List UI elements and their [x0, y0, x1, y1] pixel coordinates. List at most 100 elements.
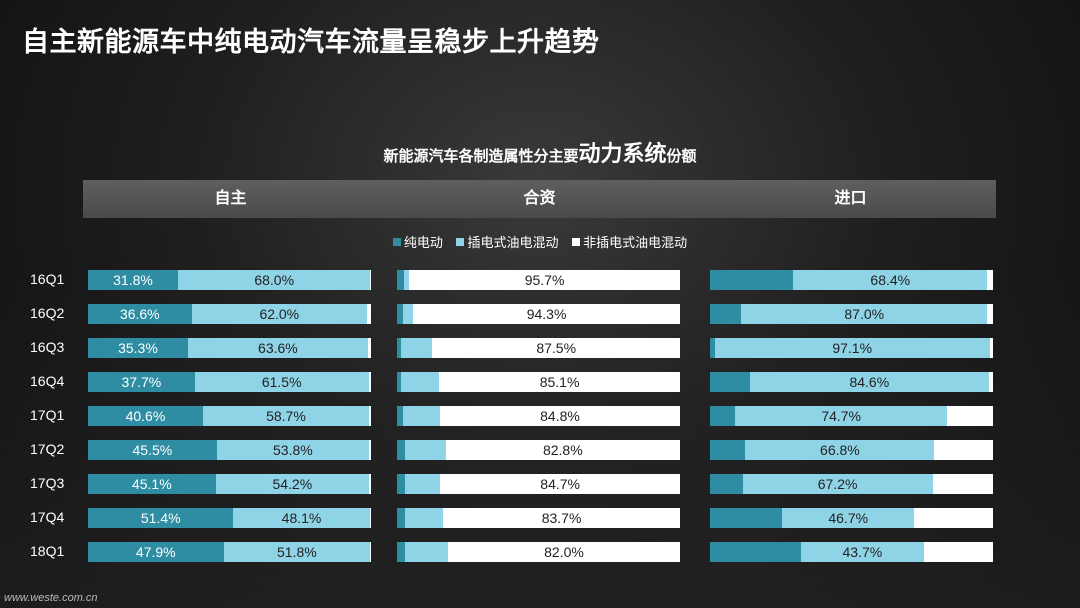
row-label-16Q1: 16Q1: [30, 271, 65, 287]
bar-1-16Q4: 85.1%: [397, 372, 680, 392]
bar-segment-phev: [742, 474, 933, 494]
bar-segment-bev: [397, 372, 402, 392]
bar-2-18Q1: 43.7%: [710, 542, 993, 562]
bar-segment-phev: [404, 270, 410, 290]
bar-0-17Q3: 45.1% 54.2%: [88, 474, 371, 494]
bar-segment-bev: [397, 542, 406, 562]
legend-label-phev: 插电式油电混动: [467, 235, 559, 250]
bar-1-18Q1: 82.0%: [397, 542, 680, 562]
bar-segment-hev: [369, 508, 371, 528]
bar-segment-hev: [368, 372, 371, 392]
bar-1-17Q2: 82.8%: [397, 440, 680, 460]
bar-segment-hev: [934, 440, 993, 460]
bar-segment-hev: [989, 372, 993, 392]
data-label-phev: 67.2%: [817, 476, 858, 492]
bar-1-17Q4: 83.7%: [397, 508, 680, 528]
bar-2-17Q3: 67.2%: [710, 474, 993, 494]
data-label-phev: 97.1%: [832, 340, 873, 356]
bar-segment-phev: [402, 304, 414, 324]
bar-0-17Q1: 40.6% 58.7%: [88, 406, 371, 426]
group-header-bar: [83, 180, 996, 218]
bar-2-17Q2: 66.8%: [710, 440, 993, 460]
bar-0-18Q1: 47.9% 51.8%: [88, 542, 371, 562]
bar-1-17Q1: 84.8%: [397, 406, 680, 426]
data-label-bev: 47.9%: [135, 544, 176, 560]
bar-segment-bev: [88, 508, 234, 528]
bar-segment-phev: [405, 508, 444, 528]
data-label-phev: 58.7%: [266, 408, 306, 424]
bar-segment-phev: [216, 440, 369, 460]
bar-segment-bev: [88, 542, 224, 562]
bar-segment-phev: [191, 304, 368, 324]
row-label-17Q3: 17Q3: [30, 475, 65, 491]
row-label-16Q2: 16Q2: [30, 305, 65, 321]
bar-segment-hev: [439, 372, 680, 392]
legend-swatch-phev: [456, 238, 465, 246]
data-label-hev: 84.8%: [540, 408, 580, 424]
row-label-16Q4: 16Q4: [30, 373, 65, 389]
bar-segment-hev: [914, 508, 993, 528]
row-label-16Q3: 16Q3: [30, 339, 65, 355]
bar-1-17Q3: 84.7%: [397, 474, 680, 494]
bar-segment-hev: [440, 474, 680, 494]
data-label-phev: 48.1%: [281, 510, 322, 526]
bar-segment-hev: [443, 508, 680, 528]
bar-segment-phev: [714, 338, 990, 358]
subtitle-suffix: 份额: [666, 148, 697, 165]
bar-2-16Q4: 84.6%: [710, 372, 993, 392]
bar-2-16Q2: 87.0%: [710, 304, 993, 324]
data-label-bev: 36.6%: [119, 306, 160, 322]
bar-segment-hev: [369, 440, 371, 460]
bar-segment-hev: [409, 270, 680, 290]
bar-segment-bev: [88, 406, 203, 426]
legend-swatch-hev: [572, 238, 581, 246]
bar-segment-bev: [397, 474, 406, 494]
bar-2-16Q1: 68.4%: [710, 270, 993, 290]
bar-segment-phev: [401, 338, 433, 358]
bar-segment-phev: [194, 372, 369, 392]
bar-segment-hev: [432, 338, 680, 358]
bar-segment-bev: [710, 508, 783, 528]
data-label-bev: 37.7%: [121, 374, 162, 390]
data-label-hev: 82.8%: [542, 442, 583, 458]
bar-segment-bev: [710, 440, 746, 460]
bar-segment-hev: [413, 304, 680, 324]
bar-segment-bev: [710, 406, 736, 426]
bar-segment-bev: [710, 542, 801, 562]
bar-0-16Q4: 37.7% 61.5%: [88, 372, 371, 392]
bar-segment-bev: [710, 304, 742, 324]
bar-segment-hev: [989, 338, 993, 358]
bar-segment-phev: [202, 406, 369, 426]
chart-legend: 纯电动 插电式油电混动 非插电式油电混动: [0, 232, 1080, 251]
legend-item-phev: 插电式油电混动: [456, 232, 559, 251]
data-label-hev: 83.7%: [541, 510, 582, 526]
bar-segment-hev: [447, 542, 680, 562]
row-label-17Q2: 17Q2: [30, 441, 65, 457]
data-label-bev: 45.1%: [131, 476, 172, 492]
bar-0-16Q1: 31.8% 68.0%: [88, 270, 371, 290]
bar-segment-hev: [367, 304, 371, 324]
bar-segment-phev: [401, 372, 440, 392]
bar-segment-hev: [987, 304, 993, 324]
subtitle-prefix: 新能源汽车各制造属性分主要: [383, 148, 579, 165]
bar-segment-phev: [749, 372, 990, 392]
data-label-bev: 31.8%: [113, 272, 153, 288]
data-label-phev: 53.8%: [273, 442, 313, 458]
data-label-phev: 74.7%: [821, 408, 862, 424]
bar-segment-hev: [367, 338, 371, 358]
data-label-phev: 43.7%: [842, 544, 883, 560]
bar-segment-bev: [710, 338, 715, 358]
data-label-phev: 63.6%: [258, 340, 298, 356]
bar-segment-phev: [215, 474, 369, 494]
bar-segment-bev: [710, 270, 794, 290]
bar-segment-hev: [445, 440, 680, 460]
group-header-import: 进口: [834, 190, 867, 207]
bar-segment-phev: [405, 542, 448, 562]
bar-segment-hev: [440, 406, 680, 426]
legend-item-bev: 纯电动: [392, 232, 443, 251]
data-label-phev: 87.0%: [844, 306, 885, 322]
subtitle-emphasis: 动力系统: [578, 141, 667, 166]
legend-item-hev: 非插电式油电混动: [572, 232, 687, 251]
legend-label-bev: 纯电动: [403, 235, 443, 250]
bar-segment-bev: [397, 270, 405, 290]
